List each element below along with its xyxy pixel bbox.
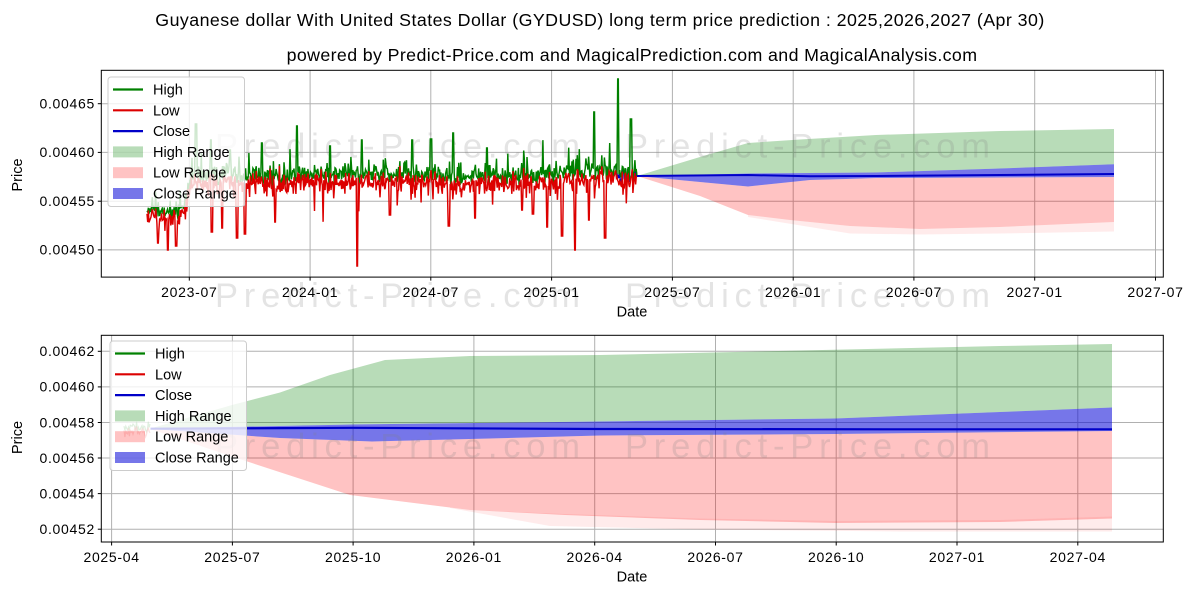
svg-text:Date: Date [617, 570, 648, 586]
svg-text:High Range: High Range [153, 145, 230, 161]
svg-text:Low: Low [155, 367, 182, 383]
svg-text:2026-07: 2026-07 [886, 284, 942, 300]
svg-text:0.00455: 0.00455 [39, 193, 95, 209]
svg-text:2025-07: 2025-07 [204, 549, 260, 565]
svg-text:2027-01: 2027-01 [929, 549, 985, 565]
svg-text:2026-01: 2026-01 [446, 549, 502, 565]
svg-text:Predict-Price.com: Predict-Price.com [625, 128, 996, 166]
svg-text:Date: Date [617, 305, 648, 321]
svg-text:Low Range: Low Range [153, 166, 226, 182]
svg-text:2026-07: 2026-07 [687, 549, 743, 565]
svg-text:2026-10: 2026-10 [808, 549, 864, 565]
svg-text:Close: Close [155, 388, 192, 404]
svg-text:Low Range: Low Range [155, 430, 228, 446]
svg-text:High: High [153, 83, 183, 99]
svg-text:0.00462: 0.00462 [39, 343, 95, 359]
svg-text:Guyanese dollar With United St: Guyanese dollar With United States Dolla… [155, 10, 1044, 30]
svg-text:0.00458: 0.00458 [39, 414, 95, 430]
svg-text:Predict-Price.com: Predict-Price.com [625, 428, 996, 466]
svg-text:Close Range: Close Range [153, 187, 237, 203]
svg-text:2026-04: 2026-04 [567, 549, 623, 565]
svg-text:Close: Close [153, 124, 190, 140]
svg-text:2025-07: 2025-07 [644, 284, 700, 300]
svg-text:2027-04: 2027-04 [1050, 549, 1106, 565]
svg-text:Predict-Price.com: Predict-Price.com [625, 277, 996, 315]
svg-text:Price: Price [10, 158, 26, 191]
svg-text:0.00450: 0.00450 [39, 242, 95, 258]
svg-text:2026-01: 2026-01 [765, 284, 821, 300]
svg-text:Predict-Price.com: Predict-Price.com [215, 428, 586, 466]
svg-text:2027-01: 2027-01 [1007, 284, 1063, 300]
svg-text:0.00465: 0.00465 [39, 96, 95, 112]
svg-text:Price: Price [10, 421, 26, 454]
svg-text:0.00456: 0.00456 [39, 450, 95, 466]
svg-text:Close Range: Close Range [155, 451, 239, 467]
svg-text:High: High [155, 347, 185, 363]
svg-text:0.00460: 0.00460 [39, 379, 95, 395]
svg-text:2025-01: 2025-01 [523, 284, 579, 300]
svg-text:powered by Predict-Price.com a: powered by Predict-Price.com and Magical… [287, 45, 978, 65]
svg-text:2024-01: 2024-01 [282, 284, 338, 300]
svg-text:0.00460: 0.00460 [39, 144, 95, 160]
svg-text:2023-07: 2023-07 [161, 284, 217, 300]
svg-text:2025-04: 2025-04 [83, 549, 139, 565]
svg-text:High Range: High Range [155, 409, 232, 425]
svg-text:2027-07: 2027-07 [1127, 284, 1183, 300]
svg-text:Predict-Price.com: Predict-Price.com [215, 277, 586, 315]
svg-text:2025-10: 2025-10 [325, 549, 381, 565]
svg-text:0.00454: 0.00454 [39, 485, 95, 501]
svg-text:Predict-Price.com: Predict-Price.com [215, 128, 586, 166]
svg-text:0.00452: 0.00452 [39, 521, 95, 537]
svg-text:2024-07: 2024-07 [403, 284, 459, 300]
svg-text:Low: Low [153, 103, 180, 119]
